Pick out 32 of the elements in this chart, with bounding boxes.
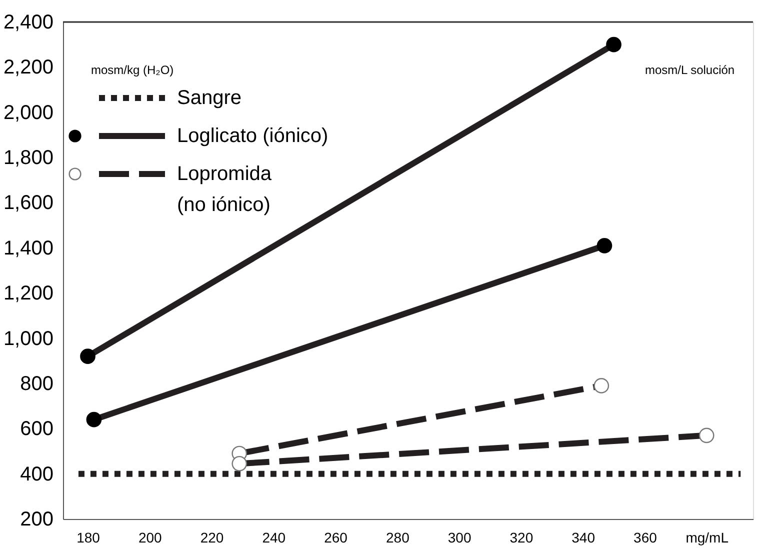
x-tick-label: 220 (200, 530, 224, 546)
y-tick-label: 1,400 (3, 237, 54, 260)
legend-label: Sangre (177, 87, 242, 109)
y-tick-label: 1,800 (3, 147, 54, 170)
legend-label: Loglicato (iónico) (177, 125, 328, 147)
point (606, 36, 622, 52)
y-tick-label: 1,000 (3, 328, 54, 350)
y-tick-label: 2,000 (3, 102, 54, 124)
x-tick-label: mg/mL (686, 530, 729, 546)
x-tick-label: 180 (76, 530, 100, 546)
x-tick-label: 360 (634, 530, 658, 546)
x-tick-label: 260 (324, 530, 348, 546)
y-tick-label: 600 (20, 418, 54, 440)
y-tick-label: 400 (20, 463, 54, 486)
y-tick-label: 2,400 (3, 12, 54, 34)
x-tick-label: 320 (510, 530, 534, 546)
y-tick-label: 200 (20, 508, 54, 530)
point (596, 238, 612, 254)
y-tick-label: 800 (20, 372, 54, 395)
x-tick-label: 240 (262, 530, 286, 546)
legend-label: Lopromida (no iónico) (177, 163, 272, 216)
x-tick-label: 200 (138, 530, 162, 546)
x-tick-label: 340 (572, 530, 596, 546)
y-tick-label: 2,200 (3, 56, 54, 79)
point (86, 412, 102, 428)
x-tick-label: 280 (386, 530, 410, 546)
annotation: mosm/kg (H₂O) (91, 63, 174, 77)
annotation: mosm/L solución (645, 63, 735, 77)
y-tick-label: 1,600 (3, 192, 54, 214)
y-tick-label: 1,200 (3, 282, 54, 305)
point (80, 348, 96, 364)
x-tick-label: 300 (448, 530, 472, 546)
